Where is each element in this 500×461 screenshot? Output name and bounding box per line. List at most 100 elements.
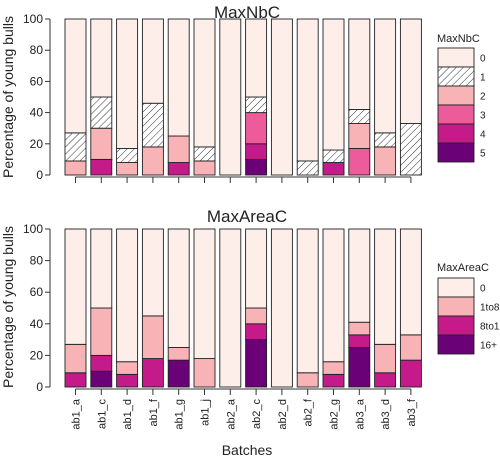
bar-segment-ab2_g-0	[322, 228, 345, 363]
y-axis-label: Percentage of young bulls	[0, 226, 16, 388]
bar-segment-ab1_g-4	[167, 162, 190, 176]
chart-panel-maxnbc: MaxNbC Percentage of young bulls 0204060…	[0, 3, 486, 183]
legend-label: 4	[480, 130, 486, 141]
bar-segment-ab1_a-8to16	[64, 372, 87, 388]
legend-swatch-16+	[437, 334, 475, 355]
bar-segment-ab1_c-4	[90, 158, 113, 176]
bar-segment-ab3_f-0	[399, 18, 422, 124]
y-tick-label: 20	[30, 137, 44, 151]
legend-swatch-1to8	[437, 296, 475, 317]
y-tick-label: 100	[23, 222, 43, 236]
y-tick-label: 20	[30, 348, 44, 362]
bar-segment-ab2_c-5	[245, 158, 268, 176]
x-tick-label: ab2_f	[303, 398, 315, 426]
bar-segment-ab1_j-1to8	[193, 358, 216, 388]
legend-label: 0	[480, 54, 486, 65]
bar-segment-ab3_a-1to8	[348, 321, 371, 336]
bar-segment-ab3_f-1	[399, 123, 422, 176]
bar-segment-ab1_j-1	[193, 146, 216, 162]
legend-swatch-0	[437, 47, 475, 68]
bar-segment-ab3_a-16+	[348, 347, 371, 388]
bar-segment-ab3_f-0	[399, 228, 422, 336]
bar-segment-ab1_c-2	[90, 127, 113, 160]
bar-segment-ab2_g-0	[322, 18, 345, 151]
y-tick-label: 40	[30, 106, 44, 120]
bar-segment-ab3_d-1to8	[374, 343, 397, 374]
legend-swatch-2	[437, 85, 475, 106]
legend-swatch-8to16	[437, 315, 475, 336]
bar-segment-ab2_c-8to16	[245, 323, 268, 341]
bar-segment-ab3_a-1	[348, 109, 371, 124]
bar-segment-ab3_f-1to8	[399, 334, 422, 361]
bar-segment-ab1_j-0	[193, 228, 216, 360]
bar-segment-ab1_f-0	[141, 18, 164, 104]
y-tick-label: 100	[23, 12, 43, 26]
y-tick-label: 0	[36, 168, 43, 182]
bar-segment-ab2_f-1to8	[296, 372, 319, 388]
legend-swatch-0	[437, 277, 475, 298]
bar-segment-ab2_c-3	[245, 112, 268, 145]
bar-segment-ab2_a-0	[219, 228, 242, 388]
bar-segment-ab1_a-1	[64, 132, 87, 162]
bar-segment-ab1_f-0	[141, 228, 164, 317]
legend-label: 16+	[480, 341, 497, 352]
bar-segment-ab2_f-0	[296, 18, 319, 162]
legend-swatch-5	[437, 142, 475, 163]
bar-segment-ab1_d-2	[116, 162, 139, 176]
bar-segment-ab1_f-1	[141, 102, 164, 148]
legend-label: 8to16	[480, 322, 500, 333]
y-axis: 0 20 40 60 80 100	[23, 222, 51, 394]
chart-title: MaxAreaC	[207, 207, 287, 226]
x-tick-label: ab2_a	[225, 398, 237, 429]
bar-area	[64, 18, 422, 176]
x-tick-label: ab1_g	[174, 399, 186, 430]
bar-segment-ab2_d-0	[270, 228, 293, 388]
legend-title: MaxAreaC	[437, 262, 489, 274]
x-tick-label: ab1_f	[148, 398, 160, 426]
legend-label: 3	[480, 111, 486, 122]
bar-segment-ab1_j-2	[193, 160, 216, 176]
bar-segment-ab3_a-0	[348, 228, 371, 323]
bar-segment-ab1_g-16+	[167, 359, 190, 388]
bar-segment-ab1_c-1	[90, 96, 113, 129]
bar-segment-ab2_g-4	[322, 162, 345, 176]
bar-segment-ab1_c-0	[90, 18, 113, 98]
x-tick-label: ab3_d	[380, 399, 392, 430]
y-axis: 0 20 40 60 80 100	[23, 12, 51, 182]
bar-segment-ab1_c-1to8	[90, 307, 113, 356]
bar-segment-ab1_a-2	[64, 160, 87, 176]
bar-segment-ab2_c-1to8	[245, 307, 268, 325]
bar-segment-ab2_d-0	[270, 18, 293, 176]
bar-segment-ab1_c-8to16	[90, 354, 113, 372]
bar-segment-ab1_f-8to16	[141, 358, 164, 388]
bar-segment-ab3_a-2	[348, 123, 371, 149]
x-axis-label: Batches	[222, 442, 273, 458]
y-tick-label: 60	[30, 285, 44, 299]
bar-segment-ab1_f-1to8	[141, 315, 164, 360]
x-tick-label: ab2_d	[277, 399, 289, 430]
y-tick-label: 0	[36, 380, 43, 394]
x-tick-label: ab1_d	[122, 399, 134, 430]
bar-segment-ab1_a-0	[64, 228, 87, 345]
legend-label: 1to8	[480, 303, 500, 314]
x-tick-label: ab1_c	[96, 399, 108, 429]
legend-swatch-3	[437, 104, 475, 125]
bar-segment-ab3_d-0	[374, 18, 397, 134]
bar-segment-ab1_g-0	[167, 228, 190, 348]
legend-label: 0	[480, 284, 486, 295]
bar-segment-ab1_g-0	[167, 18, 190, 137]
legend-label: 5	[480, 149, 486, 160]
x-tick-label: ab2_c	[251, 399, 263, 429]
bar-segment-ab1_d-1	[116, 148, 139, 163]
x-axis	[75, 176, 412, 183]
bar-segment-ab3_d-8to16	[374, 372, 397, 388]
bar-segment-ab2_c-0	[245, 18, 268, 98]
bar-segment-ab3_a-0	[348, 18, 371, 110]
y-tick-label: 80	[30, 43, 44, 57]
bar-segment-ab1_j-0	[193, 18, 216, 148]
x-tick-label: ab3_f	[406, 398, 418, 426]
x-tick-label: ab1_a	[71, 398, 83, 429]
legend-label: 1	[480, 73, 486, 84]
bar-segment-ab1_d-0	[116, 18, 139, 149]
